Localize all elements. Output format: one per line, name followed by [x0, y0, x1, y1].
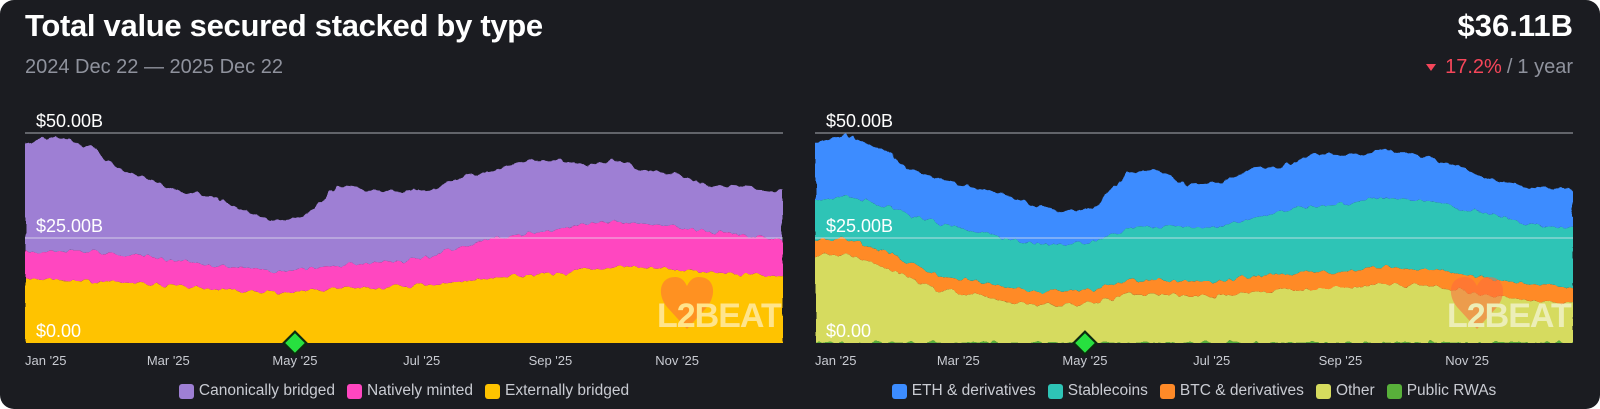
legend-item[interactable]: Canonically bridged: [178, 382, 336, 400]
legend-item[interactable]: Stablecoins: [1047, 382, 1148, 400]
legend-swatch: [891, 383, 907, 399]
areas-jagged: [815, 135, 1573, 343]
event-marker-icon: [1072, 330, 1098, 356]
legend-item[interactable]: ETH & derivatives: [891, 382, 1036, 400]
legend-asset: ETH & derivatives Stablecoins BTC & deriva…: [815, 382, 1573, 400]
legend-type: Canonically bridged Natively minted Extern…: [25, 382, 783, 400]
legend-item[interactable]: BTC & derivatives: [1159, 382, 1304, 400]
area-stablecoins: [815, 196, 1573, 292]
legend-label: Other: [1335, 382, 1375, 399]
watermark-logo: L2BEAT: [657, 277, 783, 335]
total-value: $36.11B: [1457, 8, 1574, 43]
change-period: 1 year: [1517, 56, 1573, 78]
area-eth-derivatives: [815, 135, 1573, 246]
area-natively-minted: [25, 221, 783, 293]
x-tick-label: Jul '25: [403, 353, 440, 368]
chart-title: Total value secured stacked by type: [25, 8, 543, 43]
areas-0: L2BEAT: [25, 135, 783, 343]
watermark-text: L2BEAT: [1447, 297, 1572, 335]
x-tick-label: Jan '25: [815, 353, 857, 368]
y-tick-label: $0.00: [826, 321, 871, 341]
legend-label: Externally bridged: [505, 382, 630, 399]
x-tick-label: Jul '25: [1193, 353, 1230, 368]
x-tick-label: Nov '25: [1445, 353, 1489, 368]
x-tick-label: May '25: [272, 353, 317, 368]
area-other: [815, 254, 1573, 343]
areas-1: L2BEAT: [815, 135, 1573, 343]
change-percent: 17.2%: [1445, 56, 1502, 78]
x-tick-label: Sep '25: [529, 353, 573, 368]
legend-swatch: [347, 383, 363, 399]
legend-label: BTC & derivatives: [1179, 382, 1304, 399]
legend-swatch: [1047, 383, 1063, 399]
watermark-text: L2BEAT: [657, 297, 782, 335]
legend-label: Natively minted: [367, 382, 474, 399]
area-btc-derivatives: [815, 238, 1573, 305]
x-tick-label: Mar '25: [937, 353, 980, 368]
x-tick-label: Sep '25: [1319, 353, 1363, 368]
x-tick-label: May '25: [1062, 353, 1107, 368]
change-indicator: 17.2% / 1 year: [1426, 56, 1573, 79]
date-range: 2024 Dec 22 — 2025 Dec 22: [25, 56, 283, 78]
y-tick-label: $25.00B: [826, 216, 893, 236]
legend-item[interactable]: Externally bridged: [485, 382, 629, 400]
event-marker-icon: [282, 330, 308, 356]
legend-label: Public RWAs: [1406, 382, 1497, 399]
caret-down-icon: [1426, 64, 1437, 71]
legend-swatch: [1159, 383, 1175, 399]
y-tick-label: $25.00B: [36, 216, 103, 236]
legend-swatch: [178, 383, 194, 399]
y-tick-label: $50.00B: [36, 111, 103, 131]
y-tick-label: $0.00: [36, 321, 81, 341]
x-tick-label: Nov '25: [655, 353, 699, 368]
heart-icon: [660, 277, 714, 329]
heart-icon: [1450, 277, 1504, 329]
watermark-logo: L2BEAT: [1447, 277, 1573, 335]
legend-item[interactable]: Public RWAs: [1386, 382, 1497, 400]
legend-swatch: [1315, 383, 1331, 399]
legend-swatch: [485, 383, 501, 399]
area-public-rwas: [815, 342, 1573, 343]
legend-item[interactable]: Natively minted: [347, 382, 473, 400]
legend-label: Canonically bridged: [198, 382, 336, 399]
legend-swatch: [1386, 383, 1402, 399]
area-externally-bridged: [25, 267, 783, 343]
legend-item[interactable]: Other: [1315, 382, 1375, 400]
x-tick-label: Jan '25: [25, 353, 67, 368]
legend-label: Stablecoins: [1067, 382, 1148, 399]
y-tick-label: $50.00B: [826, 111, 893, 131]
change-separator: /: [1506, 56, 1513, 78]
x-tick-label: Mar '25: [147, 353, 190, 368]
legend-label: ETH & derivatives: [911, 382, 1036, 399]
